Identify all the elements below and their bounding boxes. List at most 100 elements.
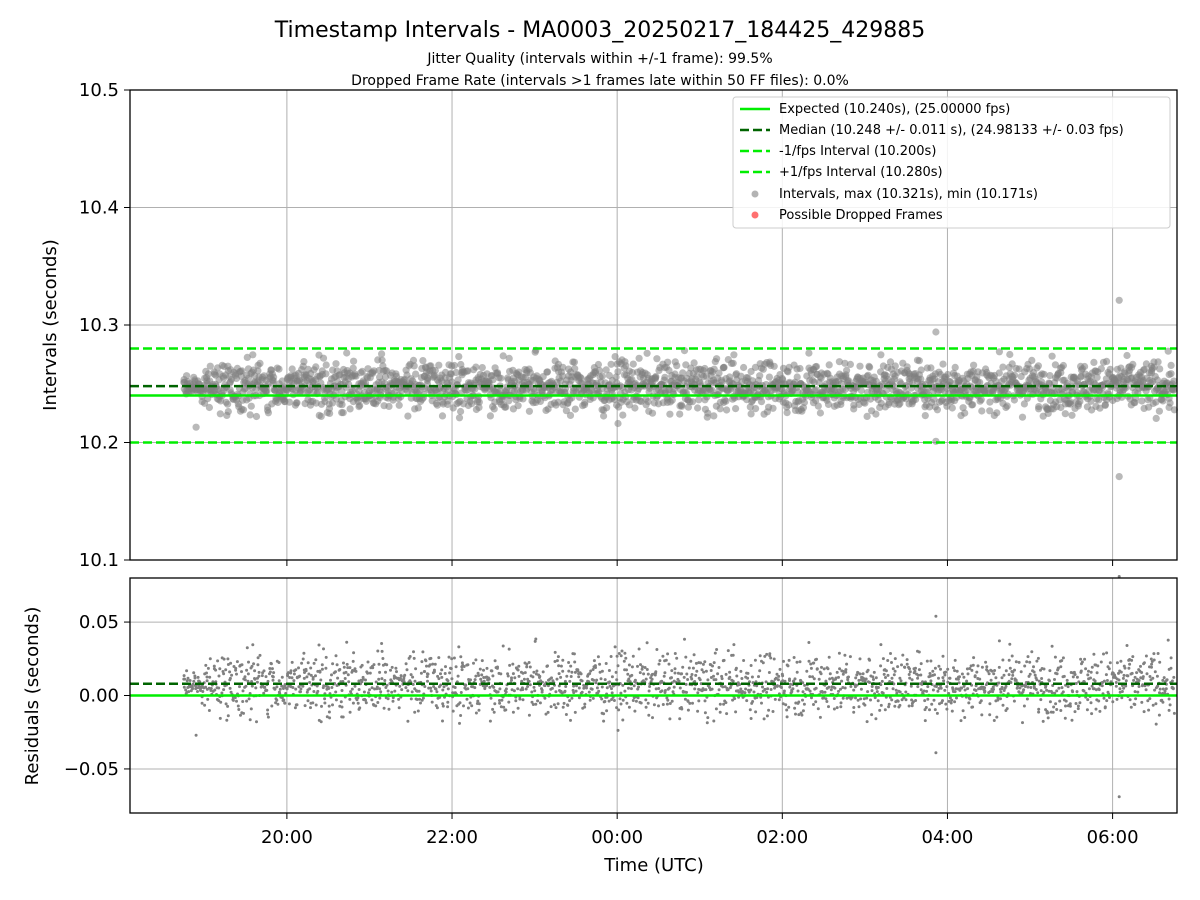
interval-point xyxy=(737,372,745,380)
intervals-y-tick-label: 10.3 xyxy=(79,315,119,336)
interval-point xyxy=(976,378,984,386)
residual-point xyxy=(351,701,355,705)
residual-point xyxy=(1026,685,1030,689)
residual-point xyxy=(577,696,581,700)
residual-point xyxy=(531,703,535,706)
residual-point xyxy=(360,680,364,684)
residual-point xyxy=(1053,655,1057,659)
residual-point xyxy=(848,655,852,659)
residual-point xyxy=(660,679,664,683)
interval-point xyxy=(317,412,325,420)
residual-point xyxy=(852,710,856,714)
residual-point xyxy=(751,681,755,685)
interval-point xyxy=(562,407,571,415)
interval-point xyxy=(850,401,858,409)
interval-point xyxy=(349,364,357,372)
residual-point xyxy=(801,709,805,713)
interval-point xyxy=(204,370,212,378)
residual-point xyxy=(437,656,441,660)
residual-point xyxy=(394,666,398,670)
residual-point xyxy=(637,647,641,651)
residual-point xyxy=(683,697,687,701)
residual-point xyxy=(1048,700,1052,704)
residual-point xyxy=(1105,699,1109,703)
residual-point xyxy=(852,688,856,692)
residual-point xyxy=(748,708,752,712)
residual-point xyxy=(354,669,358,673)
residual-point xyxy=(573,660,577,664)
residual-point xyxy=(916,673,920,677)
residual-point xyxy=(684,655,688,659)
residual-point xyxy=(262,691,266,695)
residual-point xyxy=(269,662,273,666)
residual-point xyxy=(618,697,622,701)
residual-point xyxy=(691,666,695,670)
residual-point xyxy=(425,664,428,668)
interval-point xyxy=(959,404,967,412)
residual-point xyxy=(1059,665,1063,669)
residual-point xyxy=(555,677,559,681)
residual-point xyxy=(217,699,221,703)
interval-point xyxy=(594,360,603,369)
legend-dropped-label: Possible Dropped Frames xyxy=(779,208,943,223)
residual-point xyxy=(200,701,204,705)
residual-point xyxy=(869,698,872,702)
interval-point xyxy=(678,402,686,410)
residual-point xyxy=(421,650,425,654)
residual-point xyxy=(229,661,233,665)
residual-point xyxy=(327,687,331,690)
residual-point xyxy=(1128,698,1132,702)
residual-point xyxy=(711,664,714,668)
residual-point xyxy=(996,696,1000,700)
interval-point xyxy=(861,399,869,407)
interval-point xyxy=(614,419,622,428)
residual-point xyxy=(441,702,445,706)
residual-point xyxy=(904,698,908,702)
residual-point xyxy=(377,662,381,666)
residual-point xyxy=(924,706,928,709)
residual-point xyxy=(328,716,332,720)
residual-point xyxy=(619,654,623,658)
residual-point xyxy=(792,656,796,659)
residual-point xyxy=(760,701,763,705)
residual-point xyxy=(699,661,703,665)
residual-point xyxy=(747,690,751,694)
residual-point xyxy=(892,673,896,677)
residual-point xyxy=(718,702,722,706)
residual-point xyxy=(1089,670,1093,674)
interval-point xyxy=(450,361,458,370)
residual-point xyxy=(275,698,279,702)
residual-point xyxy=(228,670,232,674)
residual-point xyxy=(1068,704,1072,708)
residuals-y-axis-label: Residuals (seconds) xyxy=(22,607,43,786)
residual-point xyxy=(327,704,331,708)
residual-point xyxy=(1055,708,1059,711)
residual-point xyxy=(939,686,943,690)
residual-point xyxy=(1144,688,1148,692)
residual-point xyxy=(522,677,526,681)
residual-point xyxy=(224,702,228,706)
residual-point xyxy=(1131,655,1135,659)
residual-point xyxy=(777,698,781,702)
residual-point xyxy=(250,680,254,683)
residual-point xyxy=(933,666,937,670)
residual-point xyxy=(1114,684,1118,688)
residual-point xyxy=(782,659,785,663)
residual-point xyxy=(569,718,572,722)
residual-point xyxy=(598,670,602,674)
residual-point xyxy=(273,687,277,691)
residual-point xyxy=(1114,681,1118,684)
interval-point xyxy=(690,359,698,367)
residual-point xyxy=(436,674,440,678)
residual-point xyxy=(569,675,573,678)
residual-point xyxy=(1036,656,1040,660)
residual-point xyxy=(990,669,994,673)
residual-point xyxy=(274,701,278,705)
residual-point xyxy=(597,689,601,693)
residual-point xyxy=(1083,657,1087,661)
interval-point xyxy=(785,401,793,409)
residual-point xyxy=(268,667,272,670)
residual-point xyxy=(314,674,317,678)
residual-point xyxy=(932,698,936,702)
interval-point xyxy=(600,412,608,420)
